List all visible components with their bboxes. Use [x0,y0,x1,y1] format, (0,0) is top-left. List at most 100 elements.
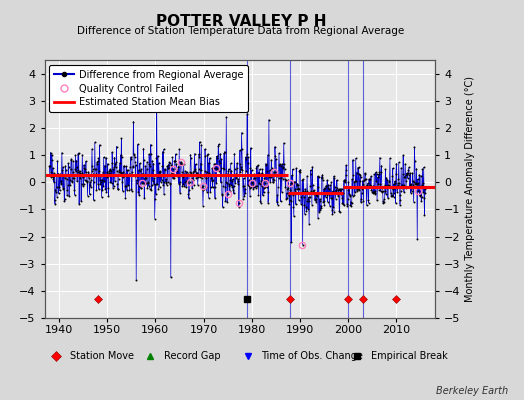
Point [356,178,364,184]
Point [337,190,345,196]
Point [204,195,213,201]
Point [60,198,69,204]
Point [281,184,290,190]
Point [328,211,336,218]
Point [62,167,70,174]
Point [133,179,141,186]
Point [200,185,208,192]
Point [76,170,84,176]
Point [360,177,368,183]
Point [124,182,133,188]
Point [357,196,366,202]
Point [348,156,357,163]
Point [70,187,79,194]
Point [205,155,214,161]
Point [68,179,76,185]
Point [169,165,178,172]
Point [231,171,239,177]
Point [101,162,109,169]
Point [392,170,400,177]
Point [212,153,221,160]
Point [138,180,146,186]
Point [407,190,415,196]
Point [416,184,424,191]
Point [383,176,391,183]
Point [295,186,303,192]
Point [136,160,144,166]
Point [97,194,106,200]
Point [348,176,356,182]
Point [303,188,312,194]
Point [311,192,320,198]
Point [266,167,274,174]
Point [252,164,260,171]
Point [112,164,120,170]
Point [174,180,183,187]
Point [261,160,270,167]
Point [200,168,209,174]
Point [351,189,359,195]
Point [118,179,126,185]
Point [220,150,228,156]
Point [254,162,262,168]
Point [379,200,387,206]
Point [233,164,241,171]
Point [132,162,140,168]
Point [135,183,144,189]
Point [120,163,128,170]
Point [210,160,219,167]
Point [47,169,55,176]
Point [132,277,140,283]
Point [193,171,201,177]
Point [89,171,97,178]
Point [202,184,210,191]
Point [55,184,63,190]
Point [400,174,409,180]
Point [121,194,129,201]
Point [380,187,389,194]
Point [299,188,308,194]
Point [112,143,121,150]
Point [213,154,222,161]
Point [213,166,221,172]
Point [75,201,83,207]
Point [298,190,306,196]
Point [265,174,274,180]
Point [93,159,102,165]
Point [392,160,400,167]
Point [264,189,272,196]
Point [303,173,311,179]
Point [148,182,156,188]
Point [343,202,352,209]
Point [221,184,229,190]
Point [325,186,333,192]
Point [264,152,272,158]
Point [309,189,318,196]
Point [280,140,288,146]
Point [321,194,330,200]
Point [399,170,407,177]
Point [172,173,181,180]
Point [373,171,381,177]
Point [326,195,335,202]
Point [357,199,365,205]
Point [337,186,346,192]
Point [184,190,193,197]
Point [300,202,309,208]
Point [105,167,114,174]
Point [150,175,158,181]
Point [338,194,346,201]
Point [346,202,355,208]
Point [385,182,393,188]
Point [314,215,322,222]
Point [209,177,217,183]
Point [96,180,105,187]
Point [175,146,183,152]
Point [88,146,96,152]
Point [409,199,418,205]
Point [121,170,129,177]
Point [108,149,116,156]
Point [419,189,428,196]
Point [50,179,58,185]
Point [105,167,114,174]
